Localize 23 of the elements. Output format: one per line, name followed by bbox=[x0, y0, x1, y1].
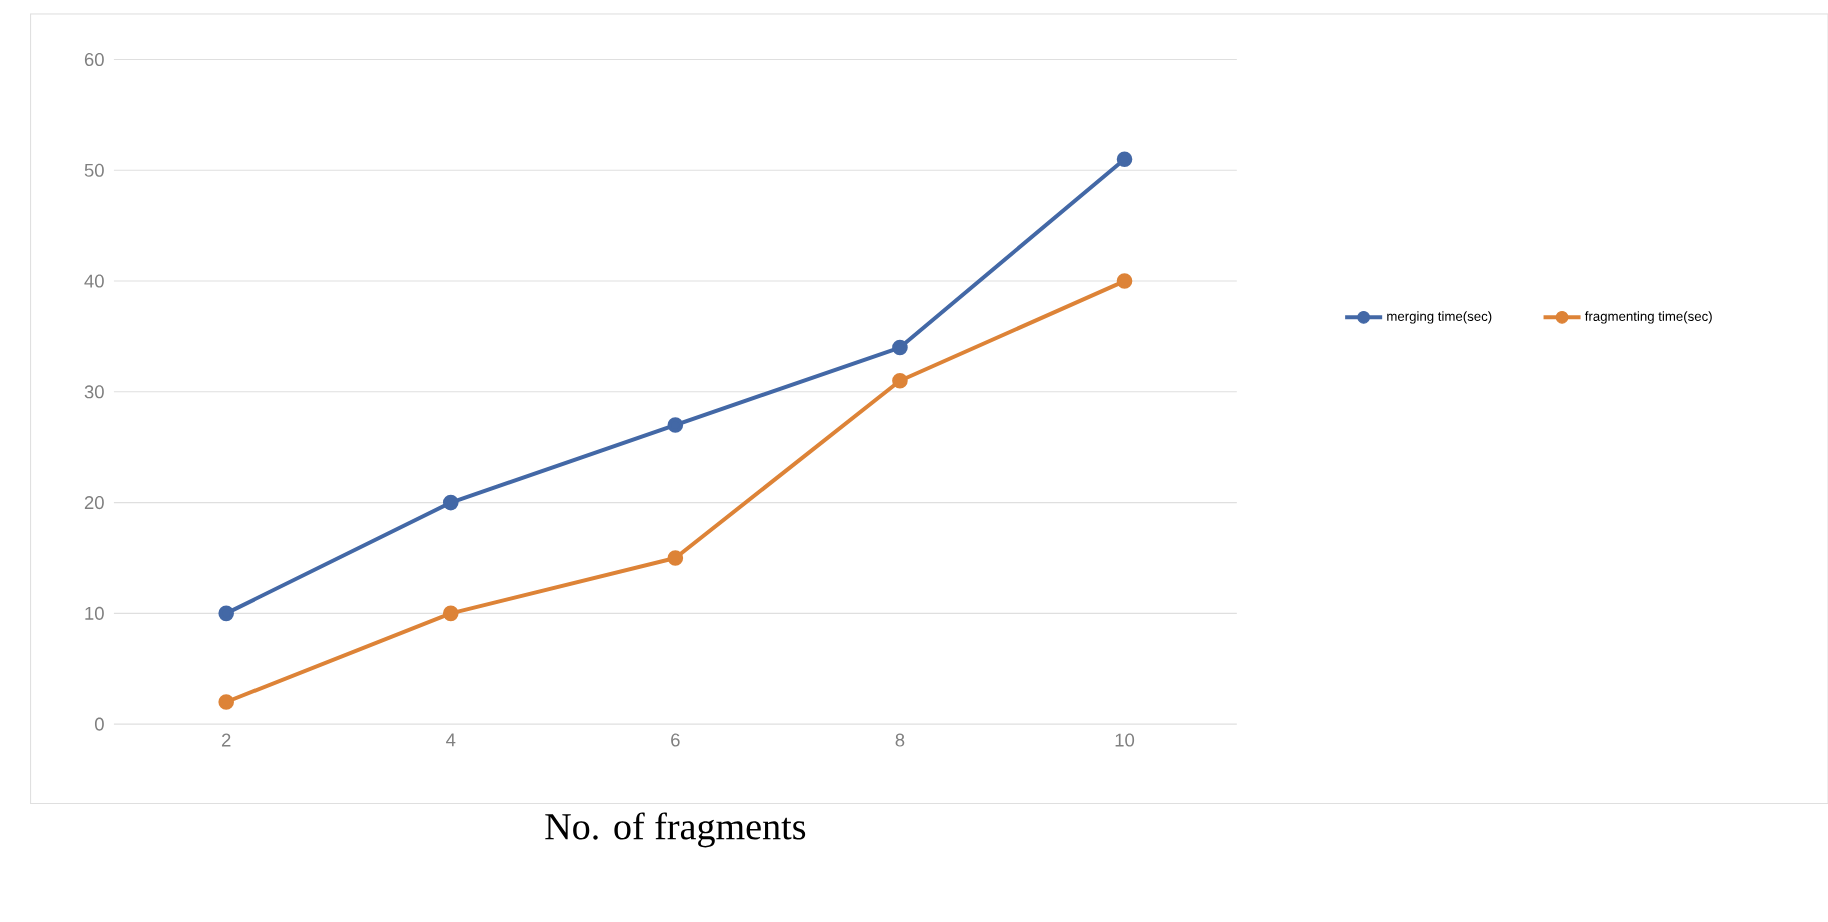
x-tick-label: 8 bbox=[895, 733, 905, 747]
x-tick-label: 6 bbox=[671, 733, 680, 747]
point bbox=[442, 494, 459, 511]
point bbox=[218, 693, 234, 710]
y-tick-label: 50 bbox=[84, 163, 104, 177]
point bbox=[1116, 273, 1133, 289]
y-tick-label: 0 bbox=[94, 717, 104, 731]
y-tick-label: 20 bbox=[84, 495, 104, 509]
point bbox=[667, 549, 684, 566]
x-tick-label: 4 bbox=[446, 733, 456, 746]
x-tick-label: 2 bbox=[221, 733, 231, 747]
point bbox=[218, 605, 234, 621]
point bbox=[667, 417, 684, 433]
point bbox=[1116, 151, 1133, 167]
y-tick-label: 40 bbox=[84, 274, 104, 288]
y-tick-label: 30 bbox=[84, 385, 104, 399]
x-axis-title: No. of fragments bbox=[545, 812, 806, 848]
y-tick-label: 10 bbox=[85, 606, 104, 620]
point bbox=[892, 339, 908, 356]
point bbox=[892, 372, 908, 389]
point bbox=[442, 605, 459, 621]
y-tick-label: 60 bbox=[84, 52, 104, 66]
x-tick-label: 10 bbox=[1115, 733, 1135, 747]
